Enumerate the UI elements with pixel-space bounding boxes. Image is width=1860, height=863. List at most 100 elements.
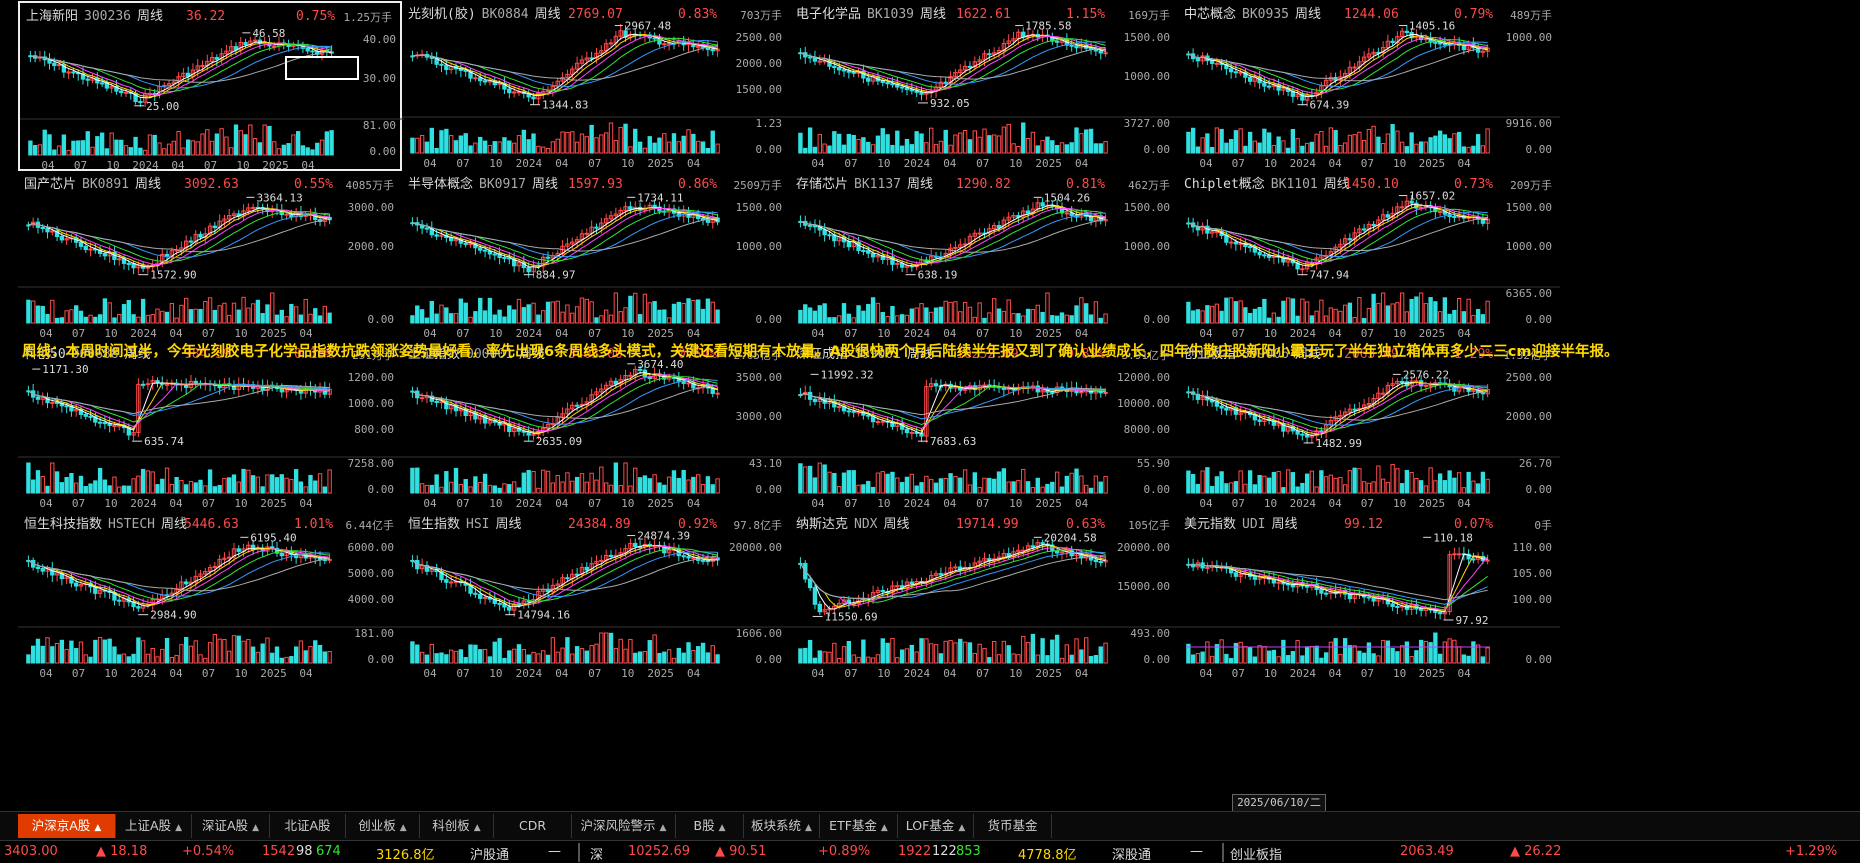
volume-bar: [880, 638, 885, 664]
volume-bar: [410, 641, 415, 664]
candle-body: [1001, 553, 1007, 558]
market-tab[interactable]: ETF基金 ▲: [820, 814, 898, 838]
moving-average-line: [800, 212, 1106, 259]
market-tab[interactable]: CDR: [494, 814, 572, 838]
volume-bar: [74, 648, 79, 664]
sz-up-count: 1922: [898, 844, 932, 859]
volume-bar: [1423, 485, 1429, 494]
time-axis-tick: 2025: [647, 327, 674, 340]
volume-bar: [526, 654, 531, 664]
market-tab[interactable]: 板块系统 ▲: [744, 814, 820, 838]
chart-panel[interactable]: 创业板指 399006 周线 2063.49 1.29% 1.32亿手 2500.00 200…: [1178, 341, 1560, 511]
volume-bar: [415, 137, 420, 154]
candle-body: [1228, 68, 1234, 73]
volume-bar: [691, 300, 696, 324]
chart-panel[interactable]: 上海新阳 300236 周线 36.22 0.75% 1.25万手 40.00 30.00 81…: [18, 1, 404, 172]
volume-bar: [1271, 312, 1277, 324]
candle-body: [531, 96, 536, 100]
volume-bar: [473, 476, 478, 494]
volume-bar: [1447, 138, 1452, 154]
chart-panel[interactable]: 美元指数 UDI 周线 99.12 0.07% 0手 110.00 105.00 100.00 0…: [1178, 511, 1560, 681]
market-tab[interactable]: B股 ▲: [676, 814, 744, 838]
market-tab[interactable]: 创业板 ▲: [346, 814, 420, 838]
volume-bar: [550, 141, 556, 154]
market-tab[interactable]: LOF基金 ▲: [898, 814, 974, 838]
candle-body: [574, 239, 580, 243]
candle-body: [565, 73, 570, 78]
volume-bar: [589, 472, 594, 494]
chart-panel[interactable]: 电子化学品 BK1039 周线 1622.61 1.15% 169万手 1500.00 100…: [790, 1, 1178, 171]
volume-bar: [555, 300, 560, 324]
chart-panel[interactable]: 科创50 000688 周线 984.39 0.15% 251万手 1200.00 1000.…: [18, 341, 402, 511]
hgt-label[interactable]: 沪股通: [470, 848, 510, 863]
period-label: 周线: [919, 7, 946, 22]
chart-panel[interactable]: 半导体概念 BK0917 周线 1597.93 0.86% 2509万手 1500.00 10…: [402, 171, 790, 341]
volume-bar: [329, 130, 334, 156]
time-axis-tick: 04: [301, 159, 315, 172]
volume-bar: [1428, 297, 1433, 324]
market-tab[interactable]: 沪深风险警示 ▲: [572, 814, 676, 838]
time-axis-tick: 07: [202, 667, 215, 680]
volume-bar: [1233, 481, 1239, 494]
time-axis-tick: 10: [1393, 327, 1406, 340]
market-tab[interactable]: 上证A股 ▲: [116, 814, 192, 838]
time-axis-tick: 07: [588, 667, 601, 680]
volume-bar: [1281, 639, 1286, 664]
volume-bar: [1262, 298, 1267, 324]
volume-bar: [861, 310, 866, 324]
volume-bar: [119, 139, 124, 156]
price-axis-tick: 2000.00: [736, 57, 782, 70]
candle-body: [1376, 219, 1381, 227]
volume-bar: [846, 133, 852, 154]
volume-bar: [1385, 305, 1391, 324]
volume-bar: [1323, 145, 1329, 154]
volume-bar: [1314, 310, 1319, 324]
candle-body: [885, 81, 890, 85]
chart-panel[interactable]: 恒生指数 HSI 周线 24384.89 0.92% 97.8亿手 20000.00 1606…: [402, 511, 790, 681]
volume-bar: [521, 129, 527, 154]
chart-panel[interactable]: 深证成指 399001 周线 10252.69 0.89% 3.91亿手 12000.00 1…: [790, 341, 1178, 511]
candle-body: [807, 56, 813, 59]
market-tab[interactable]: 深证A股 ▲: [192, 814, 270, 838]
chart-panel[interactable]: 上证指数 000001 周线 3403.00 0.54% 2.65亿手 3500.00 300…: [402, 341, 790, 511]
sz-label: 深: [590, 848, 604, 863]
chart-panel[interactable]: 纳斯达克 NDX 周线 19714.99 0.63% 105亿手 20000.00 15000…: [790, 511, 1178, 681]
market-tab[interactable]: 货币基金: [974, 814, 1052, 838]
volume-bar: [516, 487, 522, 494]
chart-panel[interactable]: 恒生科技指数 HSTECH 周线 5446.63 1.01% 6.44亿手 6000.00 5…: [18, 511, 402, 681]
time-axis-tick: 04: [1075, 157, 1089, 170]
market-tab[interactable]: 科创板 ▲: [420, 814, 494, 838]
candle-body: [482, 596, 488, 599]
volume-bar: [1295, 138, 1300, 154]
volume-axis-tick: 26.70: [1519, 457, 1552, 470]
chart-panel[interactable]: 存储芯片 BK1137 周线 1290.82 0.81% 462万手 1500.00 1000…: [790, 171, 1178, 341]
volume-bar: [570, 653, 575, 664]
candle-body: [933, 573, 939, 576]
volume-bar: [972, 472, 977, 494]
volume-bar: [938, 140, 944, 154]
low-marker: 2635.09: [536, 435, 582, 448]
sgt-label[interactable]: 深股通: [1112, 848, 1152, 863]
cyb-label[interactable]: 创业板指: [1230, 848, 1283, 863]
volume-bar: [26, 299, 31, 324]
volume-bar: [531, 133, 536, 154]
volume-bar: [866, 141, 871, 154]
volume-bar: [841, 144, 847, 154]
time-axis-tick: 04: [811, 667, 825, 680]
candle-body: [657, 206, 662, 212]
low-marker: 674.39: [1310, 99, 1350, 112]
volume-bar: [1050, 481, 1055, 494]
volume-bar: [231, 635, 237, 664]
chart-panel[interactable]: 中芯概念 BK0935 周线 1244.06 0.79% 489万手 1000.00 9916…: [1178, 1, 1560, 171]
volume-bar: [1352, 317, 1357, 324]
market-tab[interactable]: 沪深京A股 ▲: [18, 814, 116, 838]
price-axis-tick: 1000.00: [1124, 70, 1170, 83]
moving-average-line: [28, 548, 330, 604]
chart-panel[interactable]: 光刻机(胶) BK0884 周线 2769.07 0.83% 703万手 2500.00 20…: [402, 1, 790, 171]
volume-bar: [1262, 128, 1267, 154]
market-tab[interactable]: 北证A股: [270, 814, 346, 838]
chart-panel[interactable]: 国产芯片 BK0891 周线 3092.63 0.55% 4085万手 3000.00 200…: [18, 171, 402, 341]
volume-bar: [231, 302, 237, 324]
chart-panel[interactable]: Chiplet概念 BK1101 周线 1450.10 0.73% 209万手 1500.0…: [1178, 171, 1560, 341]
candle-body: [227, 215, 232, 220]
